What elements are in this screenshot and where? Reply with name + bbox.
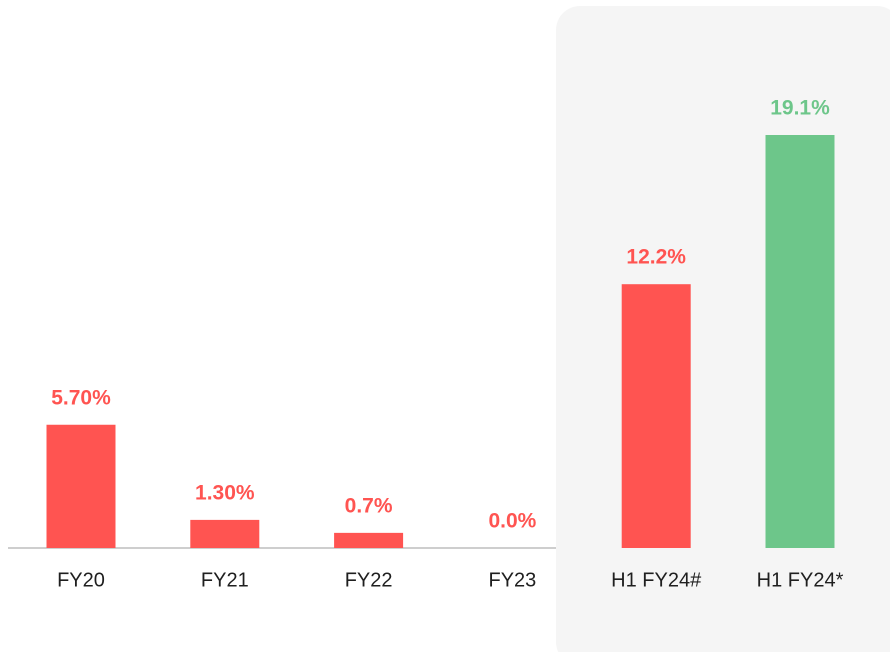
x-tick-label: FY21 (201, 569, 249, 591)
value-label: 12.2% (626, 246, 686, 269)
x-tick-label: H1 FY24* (757, 569, 844, 591)
value-label: 19.1% (770, 97, 830, 120)
bar (190, 519, 260, 548)
bar (621, 284, 691, 548)
bar (334, 532, 404, 548)
value-label: 1.30% (195, 481, 255, 504)
x-tick-label: H1 FY24# (611, 569, 702, 591)
x-tick-label: FY20 (57, 569, 105, 591)
highlight-panel (556, 6, 890, 652)
value-label: 0.7% (345, 494, 393, 517)
bar (46, 424, 116, 548)
value-label: 0.0% (488, 510, 536, 533)
x-tick-label: FY22 (345, 569, 393, 591)
value-label: 5.70% (51, 386, 111, 409)
bar (765, 135, 835, 548)
x-tick-label: FY23 (488, 569, 536, 591)
